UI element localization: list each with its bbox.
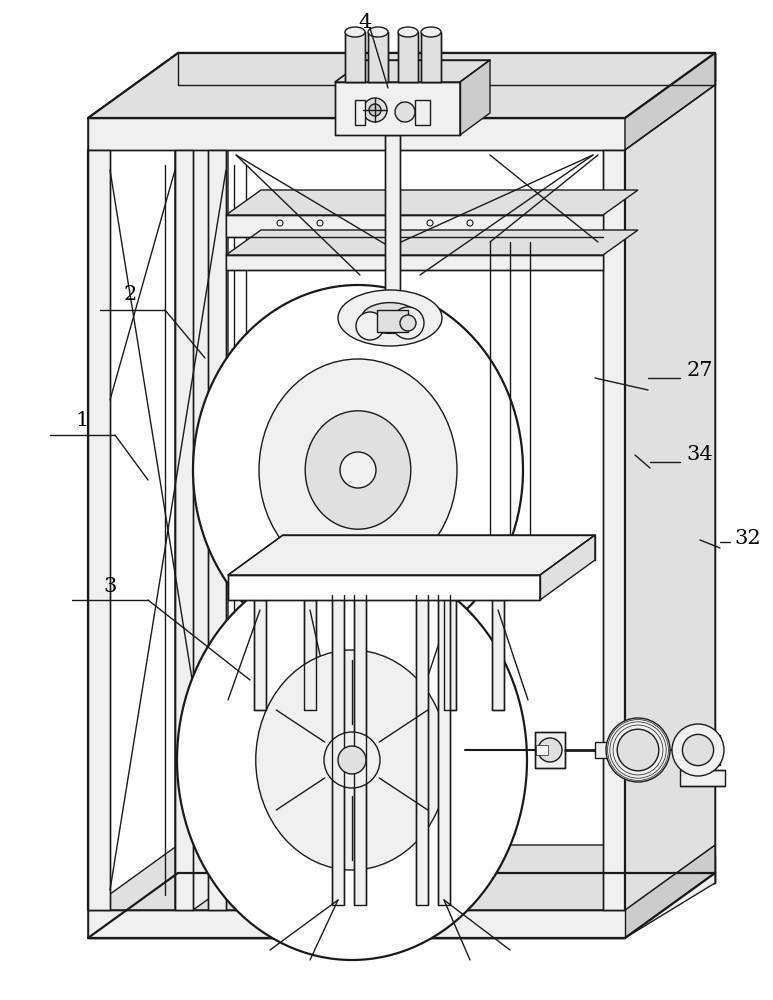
Polygon shape [335, 82, 460, 135]
Circle shape [317, 220, 323, 226]
Circle shape [395, 102, 415, 122]
Polygon shape [460, 60, 490, 135]
Polygon shape [492, 600, 504, 710]
Ellipse shape [362, 303, 419, 333]
Polygon shape [88, 53, 715, 118]
Polygon shape [444, 600, 456, 710]
Polygon shape [697, 53, 715, 883]
Polygon shape [178, 855, 715, 883]
Ellipse shape [606, 718, 670, 782]
Polygon shape [421, 32, 441, 82]
Polygon shape [398, 32, 418, 82]
Ellipse shape [338, 290, 442, 346]
Polygon shape [88, 845, 715, 910]
Polygon shape [625, 845, 715, 938]
Polygon shape [415, 100, 430, 125]
Text: 4: 4 [359, 12, 372, 31]
Polygon shape [178, 53, 196, 883]
Text: 34: 34 [686, 446, 713, 464]
Polygon shape [88, 910, 625, 938]
Ellipse shape [305, 411, 410, 529]
Polygon shape [540, 535, 595, 600]
Text: 32: 32 [734, 528, 761, 548]
Polygon shape [193, 125, 228, 910]
Ellipse shape [683, 734, 713, 766]
Text: 3: 3 [104, 576, 117, 595]
Ellipse shape [345, 27, 365, 37]
Circle shape [392, 307, 424, 339]
Polygon shape [625, 85, 715, 910]
Ellipse shape [672, 724, 724, 776]
Circle shape [340, 452, 376, 488]
Ellipse shape [259, 359, 457, 581]
Polygon shape [535, 732, 565, 768]
Polygon shape [438, 595, 450, 905]
Polygon shape [685, 735, 720, 765]
Polygon shape [680, 770, 725, 786]
Polygon shape [88, 150, 110, 910]
Polygon shape [335, 60, 490, 82]
Polygon shape [625, 53, 715, 938]
Circle shape [363, 98, 387, 122]
Circle shape [356, 312, 384, 340]
Polygon shape [355, 100, 365, 125]
Polygon shape [88, 53, 178, 938]
Polygon shape [175, 150, 193, 910]
Circle shape [324, 732, 380, 788]
Ellipse shape [177, 560, 527, 960]
Polygon shape [304, 600, 316, 710]
Ellipse shape [421, 27, 441, 37]
Polygon shape [332, 595, 344, 905]
Polygon shape [385, 135, 400, 310]
Polygon shape [228, 535, 595, 575]
Polygon shape [226, 255, 603, 270]
Circle shape [277, 220, 283, 226]
Polygon shape [625, 53, 715, 150]
Polygon shape [368, 32, 388, 82]
Circle shape [369, 104, 381, 116]
Polygon shape [595, 742, 620, 758]
Polygon shape [345, 32, 365, 82]
Ellipse shape [368, 27, 388, 37]
Ellipse shape [256, 650, 448, 870]
Circle shape [338, 746, 366, 774]
Polygon shape [226, 230, 638, 255]
Polygon shape [88, 118, 625, 150]
Text: 2: 2 [124, 286, 137, 304]
Ellipse shape [617, 729, 659, 771]
Ellipse shape [398, 27, 418, 37]
Polygon shape [226, 190, 638, 215]
Polygon shape [354, 595, 366, 905]
Polygon shape [226, 215, 603, 237]
Text: 27: 27 [686, 360, 713, 379]
Ellipse shape [193, 285, 523, 655]
Circle shape [538, 738, 562, 762]
Polygon shape [178, 53, 715, 81]
Circle shape [427, 220, 433, 226]
Polygon shape [377, 310, 408, 332]
Polygon shape [603, 150, 625, 910]
Circle shape [467, 220, 473, 226]
Polygon shape [208, 150, 226, 910]
Polygon shape [416, 595, 428, 905]
Text: 1: 1 [75, 410, 89, 430]
Polygon shape [254, 600, 266, 710]
Polygon shape [536, 745, 548, 755]
Polygon shape [175, 125, 210, 910]
Polygon shape [88, 118, 625, 938]
Polygon shape [228, 575, 540, 600]
Circle shape [400, 315, 416, 331]
